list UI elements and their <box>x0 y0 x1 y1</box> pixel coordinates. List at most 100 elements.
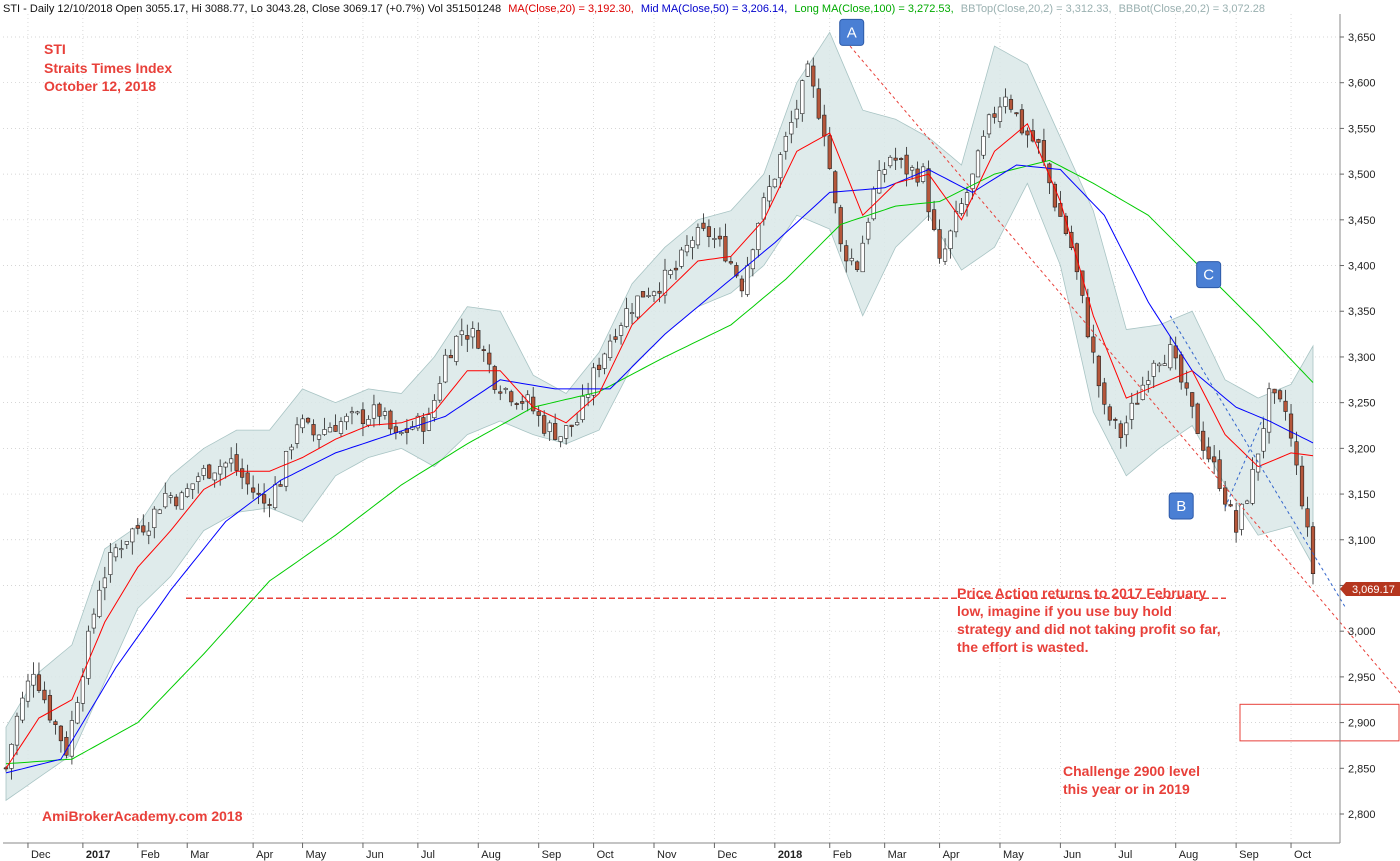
candle-body <box>827 135 832 169</box>
candle-body <box>322 429 327 435</box>
marker-box <box>1168 492 1194 520</box>
candle-body <box>860 242 865 273</box>
candle-body <box>1096 355 1101 387</box>
candle-body <box>174 496 179 507</box>
candle-body <box>311 424 316 436</box>
candle-body <box>800 80 805 114</box>
candle-body <box>1036 139 1041 143</box>
candle-body <box>355 411 360 414</box>
candle-body <box>1052 183 1057 208</box>
candle-body <box>141 525 146 533</box>
candle-body <box>1091 336 1096 353</box>
x-tick-label: Mar <box>888 849 907 861</box>
y-tick-label: 3,550 <box>1348 123 1376 135</box>
candle-body <box>701 222 706 229</box>
candle-body <box>1223 487 1228 505</box>
candle-body <box>778 154 783 179</box>
y-tick-label: 3,250 <box>1348 398 1376 410</box>
candle-body <box>245 472 250 485</box>
candle-body <box>915 168 920 183</box>
pattern-markers: ABCD <box>839 18 1222 520</box>
candle-body <box>229 458 234 464</box>
candle-body <box>130 528 135 543</box>
x-tick-label: Jun <box>366 849 384 861</box>
candle-body <box>564 425 569 439</box>
candle-body <box>646 295 651 297</box>
x-tick-label: Aug <box>481 849 501 861</box>
candle-body <box>728 261 733 264</box>
candle-body <box>1047 163 1052 184</box>
candle-body <box>415 415 420 429</box>
y-tick-label: 3,450 <box>1348 215 1376 227</box>
candle-body <box>393 426 399 433</box>
marker-label: A <box>847 24 857 41</box>
candle-body <box>108 552 113 575</box>
candle-body <box>1217 459 1222 489</box>
candle-body <box>1168 344 1173 369</box>
candle-body <box>289 446 294 451</box>
candle-body <box>816 88 821 119</box>
candle-body <box>1041 140 1047 162</box>
y-tick-label: 2,850 <box>1348 763 1376 775</box>
x-tick-label: Dec <box>31 849 51 861</box>
marker-box <box>839 18 865 46</box>
candle-body <box>629 312 635 315</box>
candle-body <box>767 186 772 202</box>
trendline-a-d <box>845 41 1400 694</box>
candle-body <box>1019 109 1025 134</box>
candle-body <box>25 680 31 702</box>
candle-body <box>953 210 959 233</box>
candle-body <box>591 367 596 396</box>
x-tick-label: May <box>306 849 327 861</box>
y-tick-label: 3,400 <box>1348 261 1376 273</box>
candle-body <box>454 335 459 362</box>
candle-body <box>794 108 799 120</box>
price-action-line-4: the effort is wasted. <box>957 639 1088 655</box>
candle-body <box>772 178 777 188</box>
x-tick-label: May <box>1003 849 1024 861</box>
header-bbtop: BBTop(Close,20,2) = 3,312.33, <box>961 3 1112 15</box>
candle-body <box>596 364 602 370</box>
x-tick-label: Dec <box>717 849 737 861</box>
x-tick-label: Nov <box>657 849 677 861</box>
candlestick-series <box>3 57 1316 780</box>
x-tick-label: Feb <box>141 849 160 861</box>
candle-body <box>679 249 684 267</box>
candle-body <box>1085 297 1090 338</box>
candle-body <box>904 154 909 175</box>
title-line-2: Straits Times Index <box>44 60 172 76</box>
x-tick-label: Oct <box>1294 849 1311 861</box>
candle-body <box>899 158 904 160</box>
header-main: STI - Daily 12/10/2018 Open 3055.17, Hi … <box>3 3 501 15</box>
candle-body <box>937 229 942 259</box>
candle-body <box>651 291 657 296</box>
x-tick-label: Sep <box>1239 849 1259 861</box>
candle-body <box>920 166 926 182</box>
candle-body <box>569 424 574 427</box>
x-tick-label: Oct <box>597 849 614 861</box>
candle-body <box>371 404 377 419</box>
y-tick-label: 3,600 <box>1348 78 1376 90</box>
candle-body <box>481 349 486 352</box>
candle-body <box>970 173 975 189</box>
candle-body <box>465 335 470 340</box>
price-action-line-2: low, imagine if you use buy hold <box>957 603 1172 619</box>
candle-body <box>531 396 536 412</box>
candle-body <box>657 290 662 294</box>
candle-body <box>1266 388 1272 433</box>
challenge-line-1: Challenge 2900 level <box>1063 763 1200 779</box>
candle-body <box>42 689 47 701</box>
x-tick-label: 2017 <box>86 849 110 861</box>
candle-body <box>1124 422 1129 436</box>
candle-body <box>931 209 937 230</box>
candle-body <box>196 476 201 482</box>
candle-body <box>833 171 838 204</box>
x-tick-label: Apr <box>943 849 960 861</box>
candle-body <box>910 167 915 171</box>
candle-body <box>316 434 322 440</box>
y-tick-label: 3,200 <box>1348 443 1376 455</box>
candle-body <box>1129 402 1134 420</box>
candle-body <box>1234 510 1239 533</box>
candle-body <box>91 613 96 629</box>
candle-body <box>986 114 992 135</box>
